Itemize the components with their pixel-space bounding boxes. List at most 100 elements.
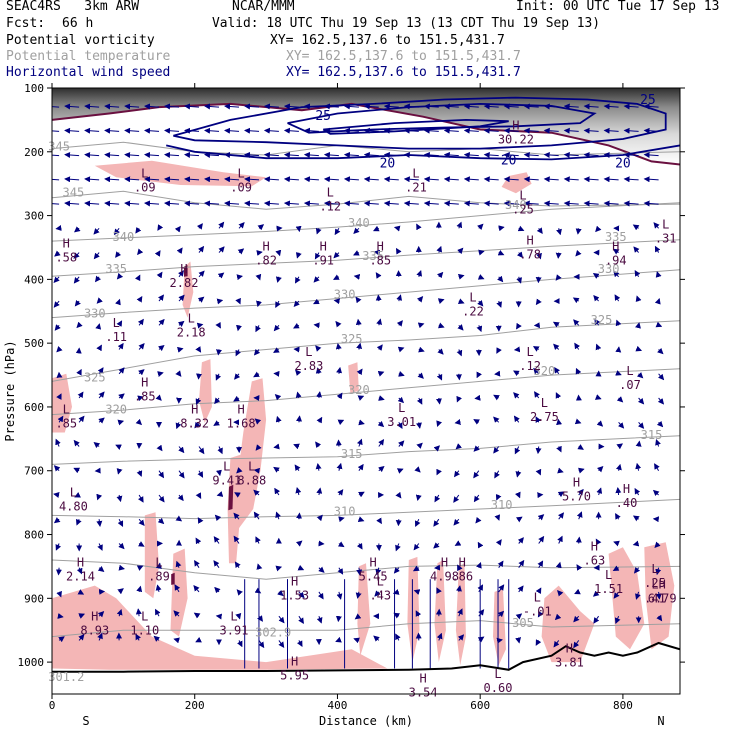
wind-vector-arrow <box>237 640 243 648</box>
field-pv-xy: XY= 162.5,137.6 to 151.5,431.7 <box>270 33 505 48</box>
wind-vector-arrow <box>158 294 164 302</box>
pv-extremum-letter: H <box>141 376 148 390</box>
wind-vector-arrow <box>413 543 420 551</box>
wind-vector-arrow <box>275 511 281 520</box>
wind-vector-arrow <box>155 394 162 401</box>
wind-vector-arrow <box>377 420 385 428</box>
pv-shade-region <box>199 359 212 423</box>
wind-vector-arrow <box>113 227 120 236</box>
wind-vector-arrow <box>195 636 202 643</box>
pv-extremum-letter: L <box>605 568 612 582</box>
wind-vector-arrow <box>555 274 562 281</box>
wind-vector-arrow <box>218 221 225 229</box>
wind-vector-arrow <box>575 228 582 235</box>
wind-vector-arrow <box>637 421 645 429</box>
wind-vector-arrow <box>64 151 80 158</box>
wind-vector-arrow <box>635 322 641 329</box>
wind-vector-arrow <box>195 397 202 405</box>
wind-vector-arrow <box>623 151 639 158</box>
wind-vector-arrow <box>497 560 504 568</box>
wind-vector-arrow <box>517 537 524 544</box>
theta-contour-line <box>52 435 680 465</box>
pv-extremum-value: 8.32 <box>180 416 209 430</box>
wind-vector-arrow <box>294 464 301 472</box>
wind-vector-arrow <box>503 127 519 134</box>
wind-vector-arrow <box>463 200 479 207</box>
wind-vector-arrow <box>337 567 344 575</box>
wind-vector-arrow <box>443 127 459 134</box>
wind-vector-arrow <box>144 103 160 110</box>
wind-vector-arrow <box>136 295 143 303</box>
plot-frame <box>51 87 681 695</box>
wind-vector-arrow <box>632 540 640 547</box>
wind-vector-arrow <box>318 566 325 573</box>
wind-vector-arrow <box>178 446 185 454</box>
wind-vector-arrow <box>495 539 502 546</box>
wind-vector-arrow <box>137 541 145 547</box>
wind-vector-arrow <box>393 225 401 232</box>
wind-vector-arrow <box>655 591 662 600</box>
wind-vector-arrow <box>55 543 62 551</box>
wind-vector-arrow <box>615 487 622 496</box>
wind-vector-arrow <box>378 395 385 401</box>
pv-extremum-value: 4.98 <box>430 569 459 583</box>
wind-vector-arrow <box>603 176 619 183</box>
wind-vector-arrow <box>336 462 343 471</box>
pv-shade-region <box>501 172 532 194</box>
wind-vector-arrow <box>498 584 505 593</box>
wind-vector-arrow <box>415 610 422 617</box>
wind-vector-arrow <box>138 518 145 526</box>
wind-vector-arrow <box>178 270 184 278</box>
wind-contour-label: 25 <box>315 109 331 124</box>
wind-vector-arrow <box>414 518 421 528</box>
wind-vector-arrow <box>553 640 560 648</box>
pv-extremum-letter: L <box>141 166 148 180</box>
wind-vector-arrow <box>393 567 400 574</box>
wind-vector-arrow <box>655 439 661 447</box>
wind-vector-arrow <box>643 200 659 207</box>
wind-vector-arrow <box>64 103 80 110</box>
pv-extremum-value: 2.14 <box>66 569 95 583</box>
wind-vector-arrow <box>383 127 399 134</box>
wind-vector-arrow <box>383 200 399 207</box>
theta-contour-label: 340 <box>348 216 370 230</box>
wind-vector-arrow <box>577 444 584 450</box>
wind-vector-arrow <box>255 273 262 281</box>
wind-vector-arrow <box>378 465 385 473</box>
pv-dark-feature <box>171 572 175 585</box>
x-end-right: N <box>657 714 664 728</box>
wind-vector-arrow <box>363 200 379 207</box>
wind-vector-arrow <box>396 320 403 327</box>
wind-vector-arrow <box>197 517 204 524</box>
pv-extremum-letter: H <box>441 555 448 569</box>
wind-vector-arrow <box>535 639 542 646</box>
wind-vector-arrow <box>295 252 302 259</box>
x-tick-label: 400 <box>328 699 348 712</box>
wind-vector-arrow <box>218 246 225 253</box>
wind-vector-arrow <box>97 610 105 618</box>
wind-vector-arrow <box>374 590 381 597</box>
wind-vector-arrow <box>357 395 365 401</box>
field-theta-xy: XY= 162.5,137.6 to 151.5,431.7 <box>286 49 521 64</box>
wind-vector-arrow <box>337 541 345 548</box>
wind-vector-arrow <box>158 470 165 479</box>
wind-vector-arrow <box>595 225 602 233</box>
pv-extremum-value: .89 <box>148 569 170 583</box>
wind-vector-arrow <box>115 444 122 450</box>
wind-vector-arrow <box>275 565 283 572</box>
wind-vector-arrow <box>53 300 60 308</box>
wind-vector-arrow <box>396 294 403 302</box>
wind-vector-arrow <box>78 634 85 641</box>
pv-extremum-letter: L <box>327 185 334 199</box>
wind-vector-arrow <box>303 200 319 207</box>
wind-vector-arrow <box>612 565 620 571</box>
wind-vector-arrow <box>175 560 182 568</box>
wind-vector-arrow <box>477 541 484 549</box>
field-theta-name: Potential temperature <box>6 49 171 64</box>
wind-vector-arrow <box>363 127 379 134</box>
pv-extremum-value: 2.83 <box>294 359 323 373</box>
wind-vector-arrow <box>194 421 201 429</box>
wind-vector-arrow <box>96 493 103 501</box>
wind-vector-arrow <box>55 567 62 576</box>
